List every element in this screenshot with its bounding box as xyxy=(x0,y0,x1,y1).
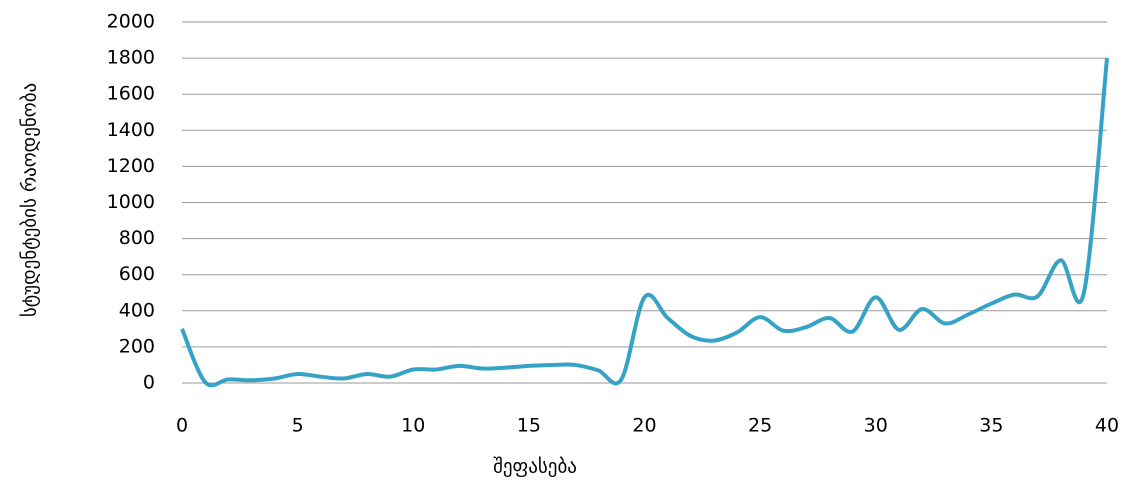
y-axis-label: სტუდენტების რაოდენობა xyxy=(19,83,41,317)
y-tick-label: 200 xyxy=(119,335,155,357)
y-tick-label: 1000 xyxy=(107,191,155,213)
line-series xyxy=(180,57,1109,388)
x-tick-label: 0 xyxy=(176,415,188,437)
y-tick-label: 1200 xyxy=(107,155,155,177)
x-tick-label: 15 xyxy=(517,415,541,437)
x-tick-label: 40 xyxy=(1095,415,1119,437)
x-tick-label: 35 xyxy=(979,415,1003,437)
y-tick-label: 800 xyxy=(119,227,155,249)
x-tick-label: 30 xyxy=(864,415,888,437)
x-tick-label: 5 xyxy=(292,415,304,437)
y-tick-label: 2000 xyxy=(107,11,155,33)
x-tick-label: 10 xyxy=(401,415,425,437)
y-tick-label: 1600 xyxy=(107,83,155,105)
y-tick-label: 400 xyxy=(119,299,155,321)
x-tick-label: 20 xyxy=(632,415,656,437)
y-tick-label: 0 xyxy=(143,372,155,394)
x-tick-label: 25 xyxy=(748,415,772,437)
x-axis-label: შეფასება xyxy=(493,456,577,478)
y-tick-label: 600 xyxy=(119,263,155,285)
y-tick-label: 1400 xyxy=(107,119,155,141)
y-tick-label: 1800 xyxy=(107,47,155,69)
